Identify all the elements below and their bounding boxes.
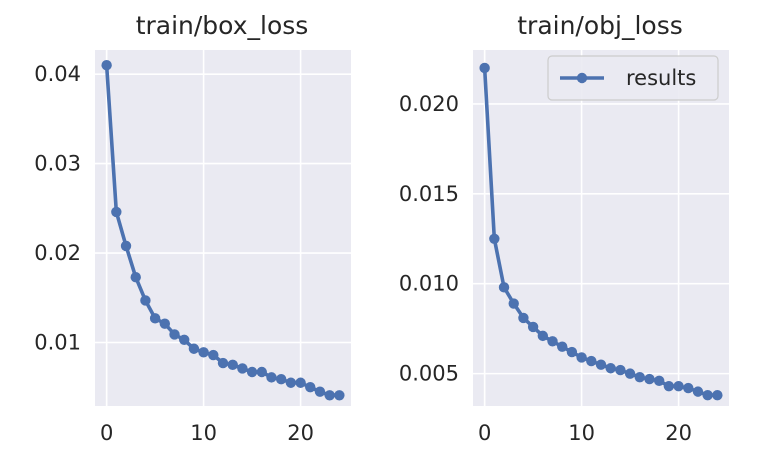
data-point	[683, 382, 694, 394]
data-point	[712, 390, 723, 401]
data-point	[634, 372, 645, 383]
data-point	[576, 352, 587, 363]
data-point	[334, 390, 345, 401]
plot-area	[95, 50, 351, 406]
data-point	[285, 377, 297, 388]
legend-marker	[576, 72, 588, 84]
data-point	[159, 318, 171, 329]
data-point	[557, 341, 568, 352]
data-point	[615, 364, 626, 376]
data-point	[566, 346, 578, 358]
data-point	[605, 363, 616, 374]
data-point	[314, 386, 326, 397]
data-point	[246, 366, 258, 378]
data-point	[111, 206, 122, 218]
chart-title: train/obj_loss	[517, 11, 683, 40]
data-point	[256, 366, 267, 378]
chart-title: train/box_loss	[136, 11, 309, 40]
y-tick-label: 0.03	[34, 152, 81, 176]
data-point	[673, 381, 684, 392]
data-point	[227, 359, 238, 371]
data-point	[169, 329, 180, 340]
y-tick-label: 0.02	[34, 241, 81, 265]
y-tick-label: 0.010	[399, 272, 459, 296]
y-tick-label: 0.01	[34, 330, 81, 354]
x-tick-label: 10	[568, 421, 595, 445]
data-point	[275, 373, 287, 385]
data-point	[624, 368, 636, 379]
y-tick-label: 0.020	[399, 92, 459, 116]
data-point	[692, 386, 704, 397]
data-point	[537, 330, 549, 342]
data-point	[518, 312, 529, 324]
data-point	[130, 271, 141, 283]
legend-box	[547, 55, 719, 101]
data-point	[140, 295, 151, 306]
data-point	[644, 373, 655, 385]
data-point	[547, 336, 558, 347]
data-point	[295, 377, 306, 388]
data-point	[586, 355, 597, 367]
legend-label: results	[626, 66, 696, 90]
data-point	[653, 375, 665, 387]
data-point	[324, 390, 335, 401]
data-point	[702, 390, 713, 401]
data-point	[595, 359, 607, 370]
data-point	[217, 357, 229, 369]
data-point	[663, 381, 675, 392]
data-point	[120, 240, 132, 252]
plot-area	[473, 50, 729, 406]
y-tick-label: 0.015	[399, 182, 459, 206]
x-tick-label: 10	[190, 421, 217, 445]
y-tick-label: 0.005	[399, 362, 459, 386]
x-tick-label: 0	[478, 421, 491, 445]
panel-obj-loss: 0 10 20 0.005 0.010 0.015 0.020 results train/ob…	[399, 11, 729, 445]
data-point	[188, 343, 200, 354]
data-point	[489, 233, 500, 244]
x-tick-label: 20	[665, 421, 692, 445]
x-tick-label: 0	[100, 421, 113, 445]
data-point	[149, 313, 161, 324]
panel-box-loss: 0 10 20 0.01 0.02 0.03 0.04 train/box_loss	[34, 11, 351, 445]
data-point	[179, 334, 190, 346]
data-point	[498, 282, 510, 293]
data-point	[101, 60, 112, 71]
data-point	[508, 298, 519, 309]
data-point	[479, 62, 490, 74]
data-point	[305, 382, 316, 393]
data-point	[527, 321, 539, 333]
data-point	[237, 363, 248, 374]
y-tick-label: 0.04	[34, 62, 81, 86]
legend: results	[547, 55, 719, 101]
x-tick-label: 20	[287, 421, 314, 445]
data-point	[266, 372, 277, 383]
data-point	[198, 347, 209, 358]
data-point	[208, 349, 219, 361]
